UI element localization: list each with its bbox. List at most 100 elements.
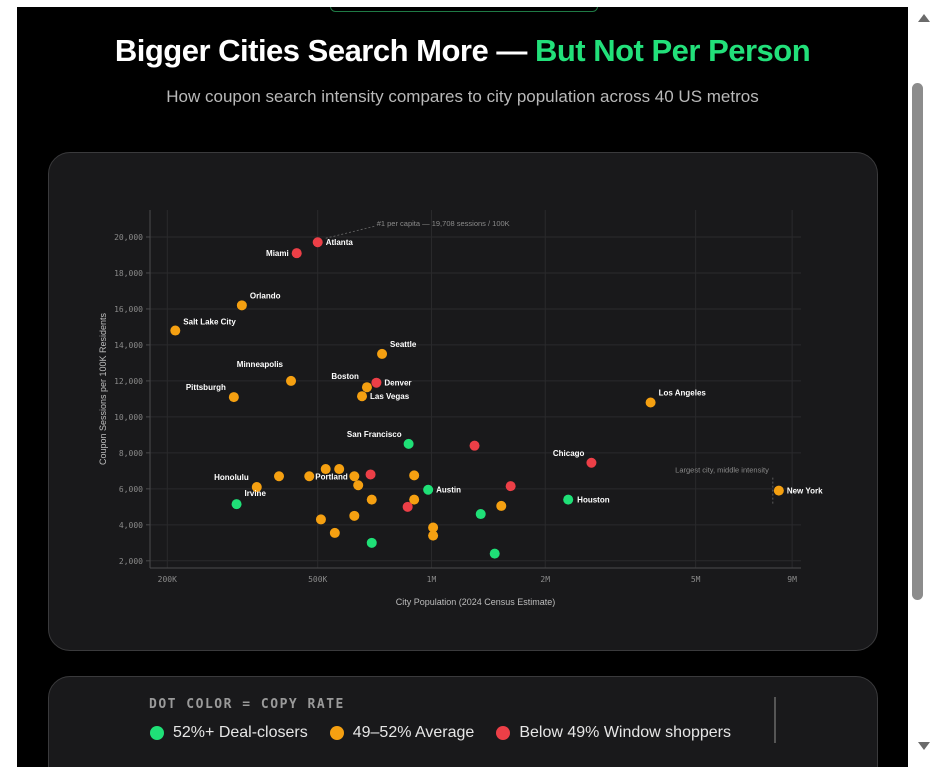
data-point-san-francisco — [403, 438, 414, 449]
data-point-unlabeled — [489, 548, 500, 559]
y-tick-label: 16,000 — [114, 305, 143, 314]
legend-item-orange: 49–52% Average — [329, 724, 475, 742]
y-tick-label: 18,000 — [114, 269, 143, 278]
legend-item-red: Below 49% Window shoppers — [496, 724, 731, 742]
point-label-honolulu: Honolulu — [214, 473, 249, 482]
y-axis-label: Coupon Sessions per 100K Residents — [98, 312, 108, 465]
data-point-unlabeled — [428, 522, 439, 533]
point-label-pittsburgh: Pittsburgh — [186, 383, 226, 392]
data-point-unlabeled — [505, 481, 516, 492]
data-point-unlabeled — [349, 510, 360, 521]
data-point-pittsburgh — [228, 392, 239, 403]
data-point-atlanta — [312, 237, 323, 248]
page: Bigger Cities Search More — But Not Per … — [17, 7, 908, 767]
data-point-unlabeled — [353, 480, 364, 491]
x-tick-label: 1M — [427, 575, 437, 584]
legend-items: 52%+ Deal-closers 49–52% Average Below 4… — [150, 724, 731, 742]
point-label-chicago: Chicago — [553, 449, 585, 458]
top-pill — [330, 7, 598, 12]
scroll-up-arrow-icon[interactable] — [918, 14, 930, 22]
data-point-unlabeled — [402, 501, 413, 512]
point-label-las-vegas: Las Vegas — [370, 392, 410, 401]
point-label-new-york: New York — [787, 487, 823, 496]
data-point-unlabeled — [329, 527, 340, 538]
page-title: Bigger Cities Search More — But Not Per … — [17, 33, 908, 69]
data-point-unlabeled — [496, 500, 507, 511]
point-label-san-francisco: San Francisco — [347, 430, 402, 439]
point-label-minneapolis: Minneapolis — [237, 360, 284, 369]
y-tick-label: 14,000 — [114, 341, 143, 350]
point-label-irvine: Irvine — [245, 489, 267, 498]
legend-card: DOT COLOR = COPY RATE 52%+ Deal-closers … — [48, 676, 878, 767]
data-point-los-angeles — [645, 397, 656, 408]
point-label-atlanta: Atlanta — [326, 238, 354, 247]
data-point-unlabeled — [428, 530, 439, 541]
legend-dot-green — [150, 726, 164, 740]
data-point-irvine — [231, 499, 242, 510]
annotation-leader-line — [325, 225, 375, 239]
data-point-boston — [361, 382, 372, 393]
y-tick-label: 8,000 — [119, 449, 143, 458]
x-tick-label: 200K — [158, 575, 177, 584]
data-point-minneapolis — [286, 375, 297, 386]
x-axis-label: City Population (2024 Census Estimate) — [396, 597, 556, 607]
data-point-austin — [423, 484, 434, 495]
y-tick-label: 12,000 — [114, 377, 143, 386]
data-point-houston — [563, 494, 574, 505]
data-point-portland — [304, 471, 315, 482]
data-point-unlabeled — [349, 471, 360, 482]
point-label-miami: Miami — [266, 249, 289, 258]
data-point-new-york — [773, 485, 784, 496]
vertical-scrollbar[interactable] — [908, 7, 941, 767]
legend-dot-red — [496, 726, 511, 740]
data-point-chicago — [586, 457, 597, 468]
data-point-las-vegas — [357, 391, 368, 402]
data-point-unlabeled — [365, 469, 376, 480]
point-label-denver: Denver — [384, 379, 411, 388]
data-point-miami — [291, 248, 302, 259]
data-point-unlabeled — [366, 494, 377, 505]
data-point-unlabeled — [475, 509, 486, 520]
data-point-unlabeled — [409, 494, 420, 505]
legend-label-green: 52%+ Deal-closers — [173, 724, 308, 741]
x-tick-label: 5M — [691, 575, 701, 584]
data-point-seattle — [377, 348, 388, 359]
data-point-unlabeled — [334, 464, 345, 475]
point-label-houston: Houston — [577, 496, 610, 505]
annotation-text: #1 per capita — 19,708 sessions / 100K — [377, 219, 510, 228]
scroll-thumb[interactable] — [912, 83, 923, 600]
legend-divider — [774, 697, 776, 743]
x-tick-label: 500K — [308, 575, 327, 584]
point-label-portland: Portland — [315, 472, 348, 481]
scatter-chart: 2,000 4,000 6,000 8,000 10,000 12,000 14,000 16… — [98, 210, 823, 607]
data-point-unlabeled — [469, 440, 480, 451]
point-label-orlando: Orlando — [250, 291, 281, 300]
point-label-salt-lake-city: Salt Lake City — [183, 318, 236, 327]
annotation-text: Largest city, middle intensity — [675, 466, 769, 475]
data-point-salt-lake-city — [170, 325, 181, 336]
point-label-austin: Austin — [436, 486, 461, 495]
data-point-unlabeled — [315, 514, 326, 525]
y-tick-label: 10,000 — [114, 413, 143, 422]
legend-label-red: Below 49% Window shoppers — [519, 724, 731, 741]
legend-title: DOT COLOR = COPY RATE — [149, 697, 345, 712]
scroll-down-arrow-icon[interactable] — [918, 742, 930, 750]
legend-label-orange: 49–52% Average — [352, 724, 475, 741]
point-label-seattle: Seattle — [390, 340, 417, 349]
data-point-denver — [371, 377, 382, 388]
chart-card: 2,000 4,000 6,000 8,000 10,000 12,000 14,000 16… — [48, 152, 878, 651]
legend-item-green: 52%+ Deal-closers — [150, 724, 308, 742]
y-tick-label: 4,000 — [119, 521, 143, 530]
data-point-orlando — [236, 300, 247, 311]
x-tick-label: 2M — [540, 575, 550, 584]
legend-dot-orange — [329, 726, 344, 740]
y-tick-label: 2,000 — [119, 557, 143, 566]
data-point-unlabeled — [274, 471, 285, 482]
x-tick-label: 9M — [787, 575, 797, 584]
point-label-los-angeles: Los Angeles — [659, 388, 707, 397]
y-tick-label: 20,000 — [114, 233, 143, 242]
data-point-unlabeled — [320, 464, 331, 475]
title-accent: But Not Per Person — [534, 33, 811, 68]
data-point-honolulu — [251, 482, 262, 493]
data-point-unlabeled — [366, 537, 377, 548]
